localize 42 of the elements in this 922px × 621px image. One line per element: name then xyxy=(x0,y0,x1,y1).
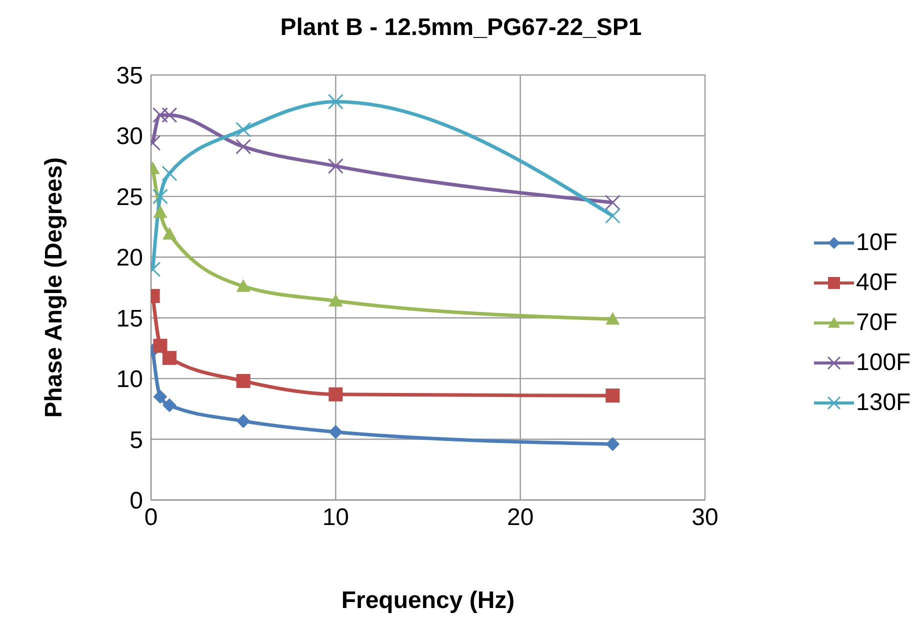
point xyxy=(162,107,178,123)
legend-label: 10F xyxy=(856,229,898,257)
y-tick-label: 15 xyxy=(116,305,143,332)
point xyxy=(153,338,168,353)
legend-label: 130F xyxy=(856,389,911,417)
legend-label: 70F xyxy=(856,309,898,337)
point xyxy=(606,437,620,452)
point xyxy=(153,205,168,218)
point xyxy=(328,294,343,306)
x-tick-label: 20 xyxy=(506,504,534,532)
point xyxy=(328,387,343,402)
x-axis-title: Frequency (Hz) xyxy=(341,587,515,614)
y-tick-label: 5 xyxy=(130,426,143,454)
point xyxy=(236,122,252,138)
y-tick-label: 25 xyxy=(116,184,143,211)
point xyxy=(604,208,620,224)
point xyxy=(162,227,176,240)
point xyxy=(328,94,344,110)
x-tick-label: 10 xyxy=(322,504,350,532)
y-axis-title: Phase Angle (Degrees) xyxy=(40,157,68,418)
point xyxy=(153,390,168,404)
point xyxy=(328,158,344,174)
y-tick-label: 20 xyxy=(116,244,143,272)
y-tick-label: 35 xyxy=(116,62,143,90)
point xyxy=(236,138,252,154)
legend-label: 100F xyxy=(856,349,911,377)
point xyxy=(328,425,343,439)
legend-label: 40F xyxy=(856,269,898,297)
point xyxy=(152,188,168,204)
y-tick-label: 10 xyxy=(116,366,143,394)
point xyxy=(162,350,176,365)
y-tick-label: 30 xyxy=(116,123,143,150)
point xyxy=(236,414,250,428)
chart-title: Plant B - 12.5mm_PG67-22_SP1 xyxy=(279,14,643,42)
point xyxy=(604,194,620,210)
point xyxy=(606,388,620,403)
x-tick-label: 30 xyxy=(692,504,718,532)
point xyxy=(606,312,620,325)
point xyxy=(152,107,168,123)
point xyxy=(162,398,176,412)
point xyxy=(236,279,250,292)
point xyxy=(236,374,250,388)
